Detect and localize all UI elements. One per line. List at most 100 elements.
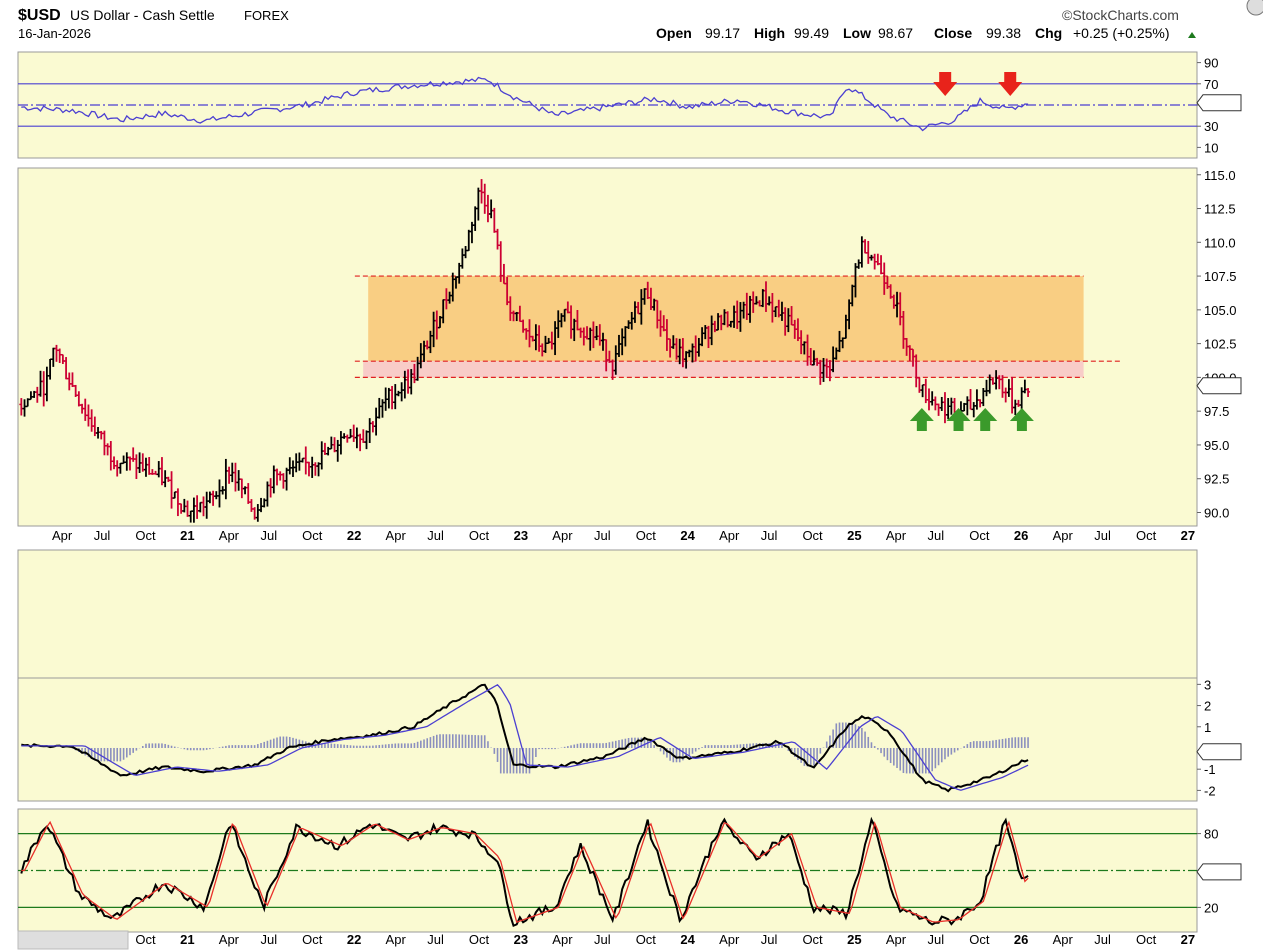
ohlc-readout: Open 99.17 High 99.49 Low 98.67 Close 99… [656,25,1196,41]
panel-price: 115.0112.5110.0107.5105.0102.5100.097.59… [17,167,1242,527]
symbol: $USD [18,7,61,24]
green-up-arrow [946,408,971,431]
low-value: 98.67 [878,25,913,41]
x-axis-label: 25 [847,528,861,543]
close-value: 99.38 [986,25,1021,41]
x-axis-label: Oct [969,932,990,947]
chg-label: Chg [1035,25,1062,41]
x-axis-label: Oct [135,932,156,947]
y-tick-label: 90 [1204,56,1218,71]
x-axis-label: Apr [552,932,573,947]
y-tick-label: 80 [1204,827,1218,842]
exchange: FOREX [244,8,289,23]
x-axis-label: Jul [260,932,277,947]
red-down-arrow [998,72,1023,96]
x-axis-label: Jul [260,528,277,543]
y-tick-label: 90.0 [1204,505,1229,520]
y-tick-label: 20 [1204,900,1218,915]
symbol-name: US Dollar - Cash Settle [70,7,215,23]
x-axis-label: 21 [180,528,194,543]
y-tick-label: 115.0 [1204,168,1236,183]
chg-up-icon [1188,32,1196,38]
x-axis-label: Apr [1053,932,1074,947]
x-axis-label: Apr [552,528,573,543]
last-value-badge [1196,743,1242,761]
x-axis-label: Apr [386,932,407,947]
open-value: 99.17 [705,25,740,41]
x-axis-label: Jul [928,932,945,947]
close-label: Close [934,25,972,41]
x-axis-label: Apr [886,932,907,947]
x-axis-label: 23 [514,932,528,947]
x-axis-label: Jul [94,528,111,543]
x-axis-label: Oct [802,528,823,543]
y-tick-label: 30 [1204,119,1218,134]
badge-shape [1196,377,1242,395]
range-zone [368,276,1084,362]
x-axis-label: Jul [427,932,444,947]
x-axis-label: Oct [636,932,657,947]
last-value-badge [1196,863,1242,881]
x-axis-label: Jul [928,528,945,543]
x-axis-label: Oct [969,528,990,543]
x-axis-label: Apr [719,932,740,947]
x-axis-label: 22 [347,528,361,543]
cursor-readout-box [17,930,129,950]
y-tick-label: 110.0 [1204,235,1236,250]
y-tick-label: -1 [1204,762,1216,777]
badge-shape [1196,94,1242,112]
support-zone [363,361,1084,378]
x-axis-label: 26 [1014,528,1028,543]
x-axis-label: Apr [52,528,73,543]
x-axis-label: Jul [594,932,611,947]
x-axis-label: Oct [469,528,490,543]
x-axis-label: Oct [1136,932,1157,947]
x-axis-label: Jul [427,528,444,543]
y-tick-label: 10 [1204,140,1218,155]
red-down-arrow [933,72,958,96]
x-axis-label: Oct [469,932,490,947]
y-tick-label: 105.0 [1204,303,1237,318]
y-tick-label: 70 [1204,77,1218,92]
x-axis-label: Oct [1136,528,1157,543]
panel-rsi: 9070503010 [17,51,1242,159]
y-tick-label: 1 [1204,720,1211,735]
empty-indicator-panel [17,549,1198,679]
x-axis-label: Jul [1094,528,1111,543]
panel-macd: 3 2 1 -1 -2 [17,677,1242,802]
x-axis-label: Oct [302,528,323,543]
price-bar [1026,388,1031,397]
x-axis-label: Apr [719,528,740,543]
x-axis-label: Oct [135,528,156,543]
x-axis-label: Apr [1053,528,1074,543]
panel-stochastic: 80 20 [17,808,1242,933]
x-axis-label: Apr [886,528,907,543]
y-tick-label: 107.5 [1204,269,1237,284]
green-up-arrow [909,408,934,431]
y-tick-label: 95.0 [1204,438,1229,453]
y-tick-label: 2 [1204,699,1211,714]
macd-line [21,683,1029,793]
x-axis-label: 27 [1181,528,1195,543]
open-label: Open [656,25,692,41]
x-axis-label: 24 [680,528,695,543]
x-axis-label: Apr [219,528,240,543]
y-tick-label: 112.5 [1204,202,1236,217]
macd-signal-line [21,683,1029,791]
stoch-d-line [21,820,1029,923]
stoch-k-line [20,816,1029,928]
low-label: Low [843,25,871,41]
chart-date: 16-Jan-2026 [18,26,91,41]
panels: 9070503010115.0112.5110.0107.5105.0102.5… [17,51,1242,950]
green-up-arrow [973,408,998,431]
x-axis-label: Jul [761,932,778,947]
high-label: High [754,25,785,41]
last-value-badge [1196,94,1242,112]
panel-background [17,677,1198,802]
badge-shape [1196,863,1242,881]
x-axis-label: 26 [1014,932,1028,947]
badge-shape [1196,743,1242,761]
source-credit: ©StockCharts.com [1062,7,1179,23]
window-control-icon[interactable] [1246,0,1263,16]
